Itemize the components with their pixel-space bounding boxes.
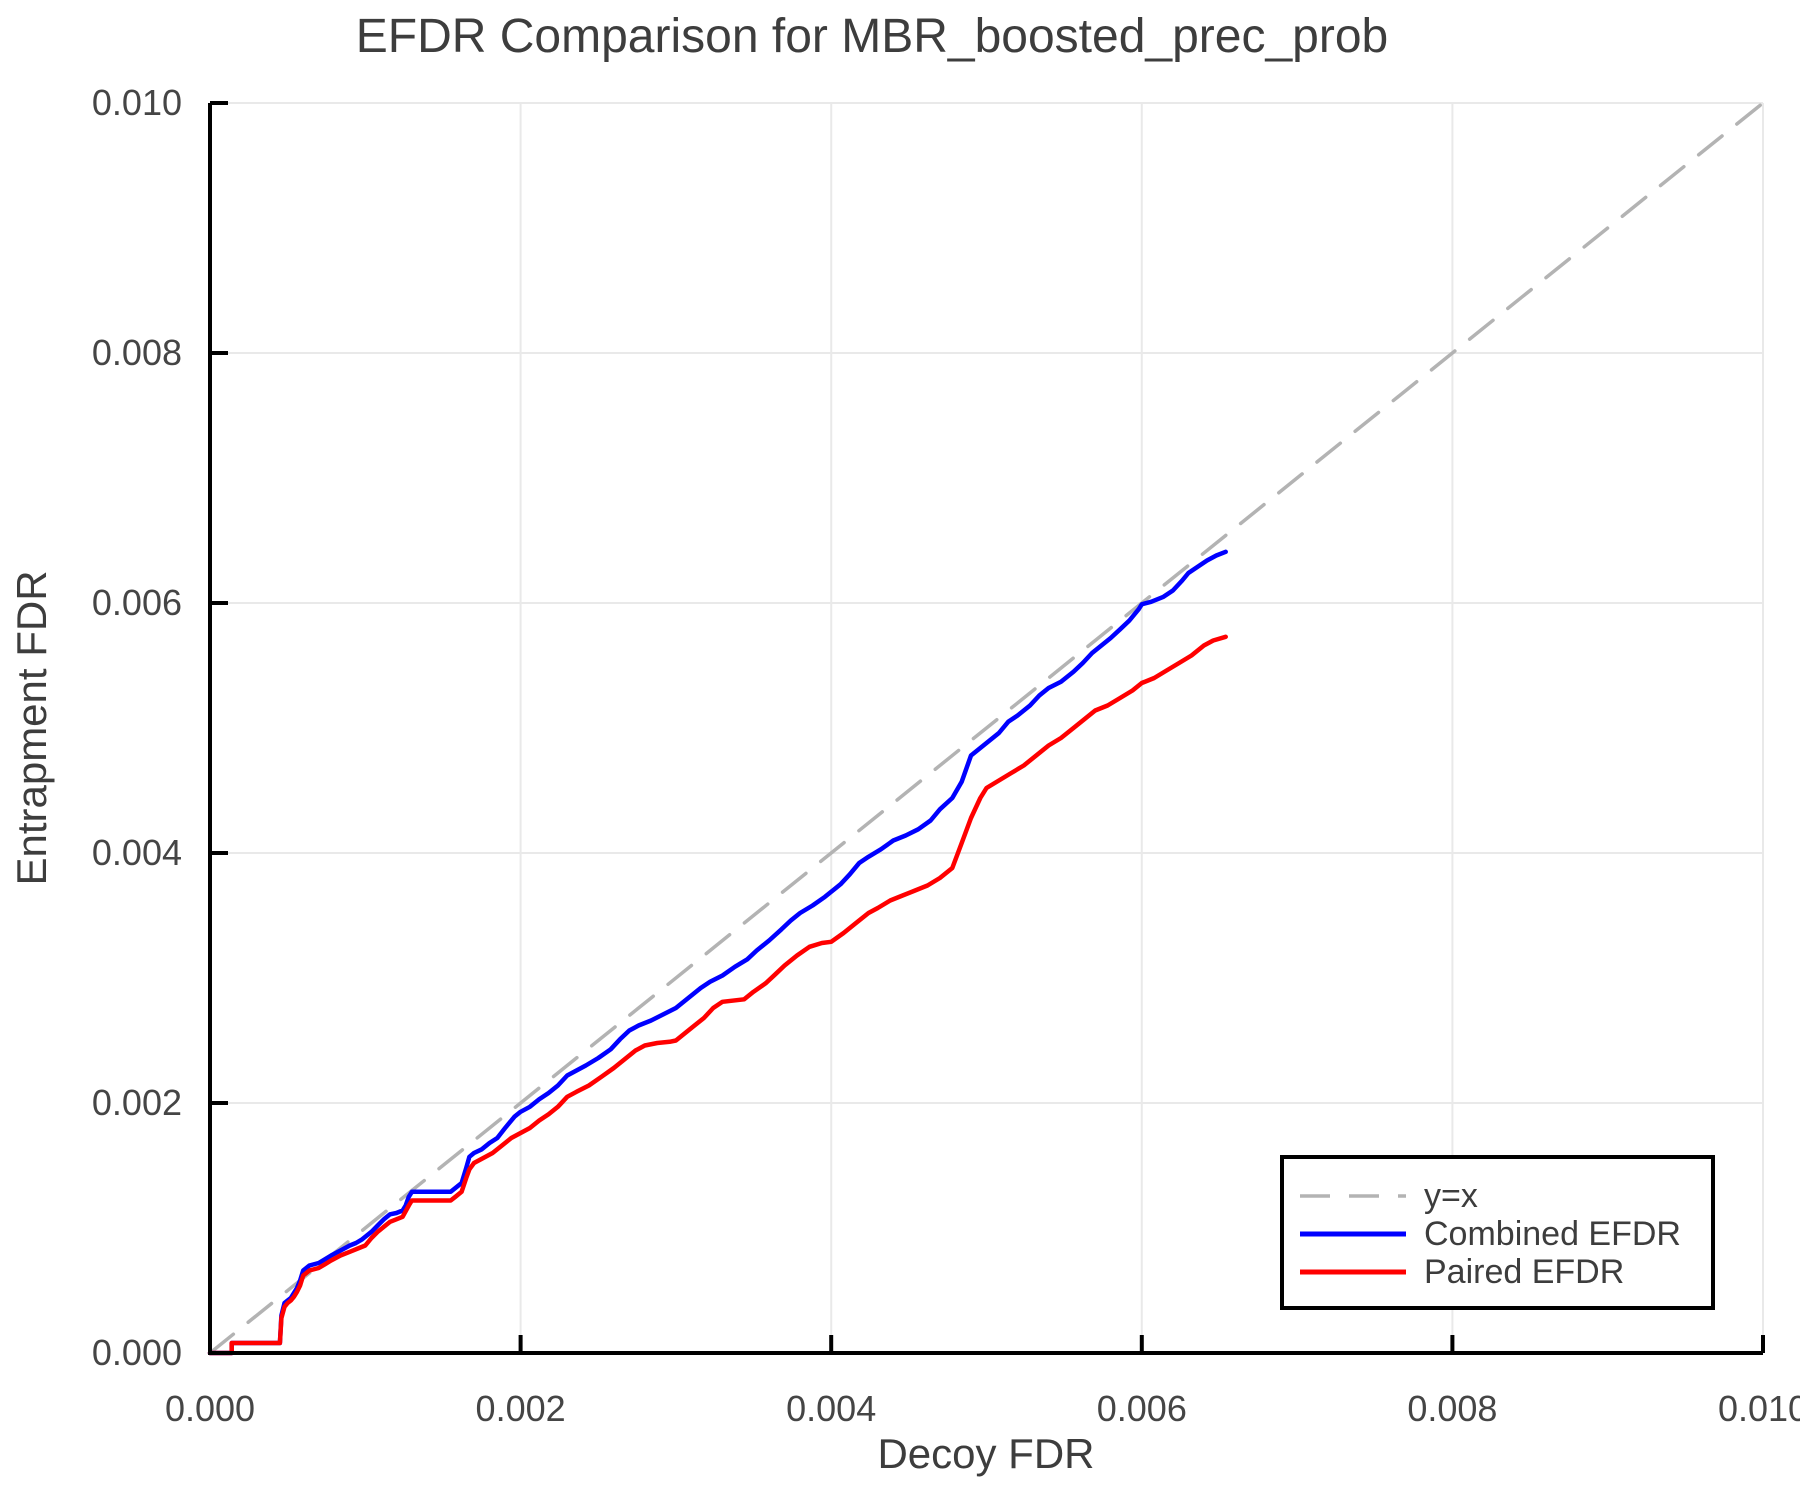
series-line-y-x: [208, 101, 1765, 1355]
x-tick-label: 0.010: [1718, 1388, 1800, 1429]
tick-group: 0.000 0.002 0.004 0.006 0.008 0.010 0.000 0.002…: [92, 82, 1800, 1429]
chart-title: EFDR Comparison for MBR_boosted_prec_pro…: [356, 10, 1388, 63]
legend-label-paired: Paired EFDR: [1424, 1253, 1624, 1291]
legend-label-identity: y=x: [1424, 1177, 1478, 1215]
x-tick-label: 0.002: [476, 1388, 566, 1429]
series-group: [207, 101, 1765, 1356]
y-tick-label: 0.010: [92, 82, 182, 123]
x-tick-label: 0.000: [165, 1388, 255, 1429]
x-axis-label: Decoy FDR: [877, 1430, 1094, 1477]
y-axis-label: Entrapment FDR: [8, 570, 55, 885]
y-tick-label: 0.000: [92, 1332, 182, 1373]
x-tick-label: 0.008: [1407, 1388, 1497, 1429]
y-tick-label: 0.004: [92, 832, 182, 873]
y-tick-label: 0.002: [92, 1082, 182, 1123]
legend: y=x Combined EFDR Paired EFDR: [1280, 1155, 1715, 1310]
y-tick-label: 0.006: [92, 582, 182, 623]
axes-spines: [208, 103, 1763, 1355]
legend-label-combined: Combined EFDR: [1424, 1215, 1681, 1253]
grid-group: [210, 102, 1764, 1353]
series-line-paired-efdr: [207, 634, 1228, 1356]
y-tick-label: 0.008: [92, 332, 182, 373]
x-tick-label: 0.004: [786, 1388, 876, 1429]
x-tick-label: 0.006: [1097, 1388, 1187, 1429]
series-line-combined-efdr: [207, 549, 1228, 1356]
